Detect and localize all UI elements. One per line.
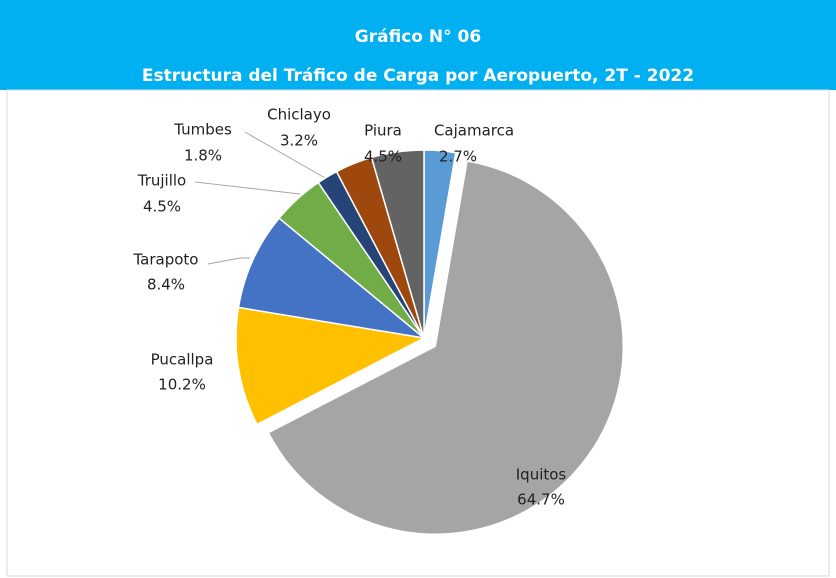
slice-value-label: 1.8% [184,147,222,165]
slice-value-label: 4.5% [143,198,181,216]
slice-value-label: 8.4% [147,276,185,294]
slice-label: Chiclayo [267,106,331,124]
slice-label: Piura [364,122,402,140]
slice-value-label: 4.5% [364,148,402,166]
pie-slice [267,160,625,536]
leader-lines [194,131,326,265]
pie-slice [235,306,427,426]
slice-value-label: 10.2% [158,376,206,394]
slice-label: Cajamarca [434,122,514,140]
leader-line [244,131,326,179]
slice-value-label: 64.7% [517,491,565,509]
leader-line [207,257,250,265]
slice-label: Tumbes [173,121,232,139]
chart-title: Gráfico N° 06 [355,27,481,47]
slice-label: Tarapoto [133,251,199,269]
leader-line [194,181,301,195]
slice-label: Iquitos [516,466,567,484]
slice-label: Pucallpa [151,351,214,369]
slice-label: Trujillo [137,172,186,190]
pie-slice [370,149,425,339]
slice-value-label: 3.2% [280,132,318,150]
header-band [0,0,836,90]
pie-slice [237,217,427,340]
chart-subtitle: Estructura del Tráfico de Carga por Aero… [142,66,694,86]
